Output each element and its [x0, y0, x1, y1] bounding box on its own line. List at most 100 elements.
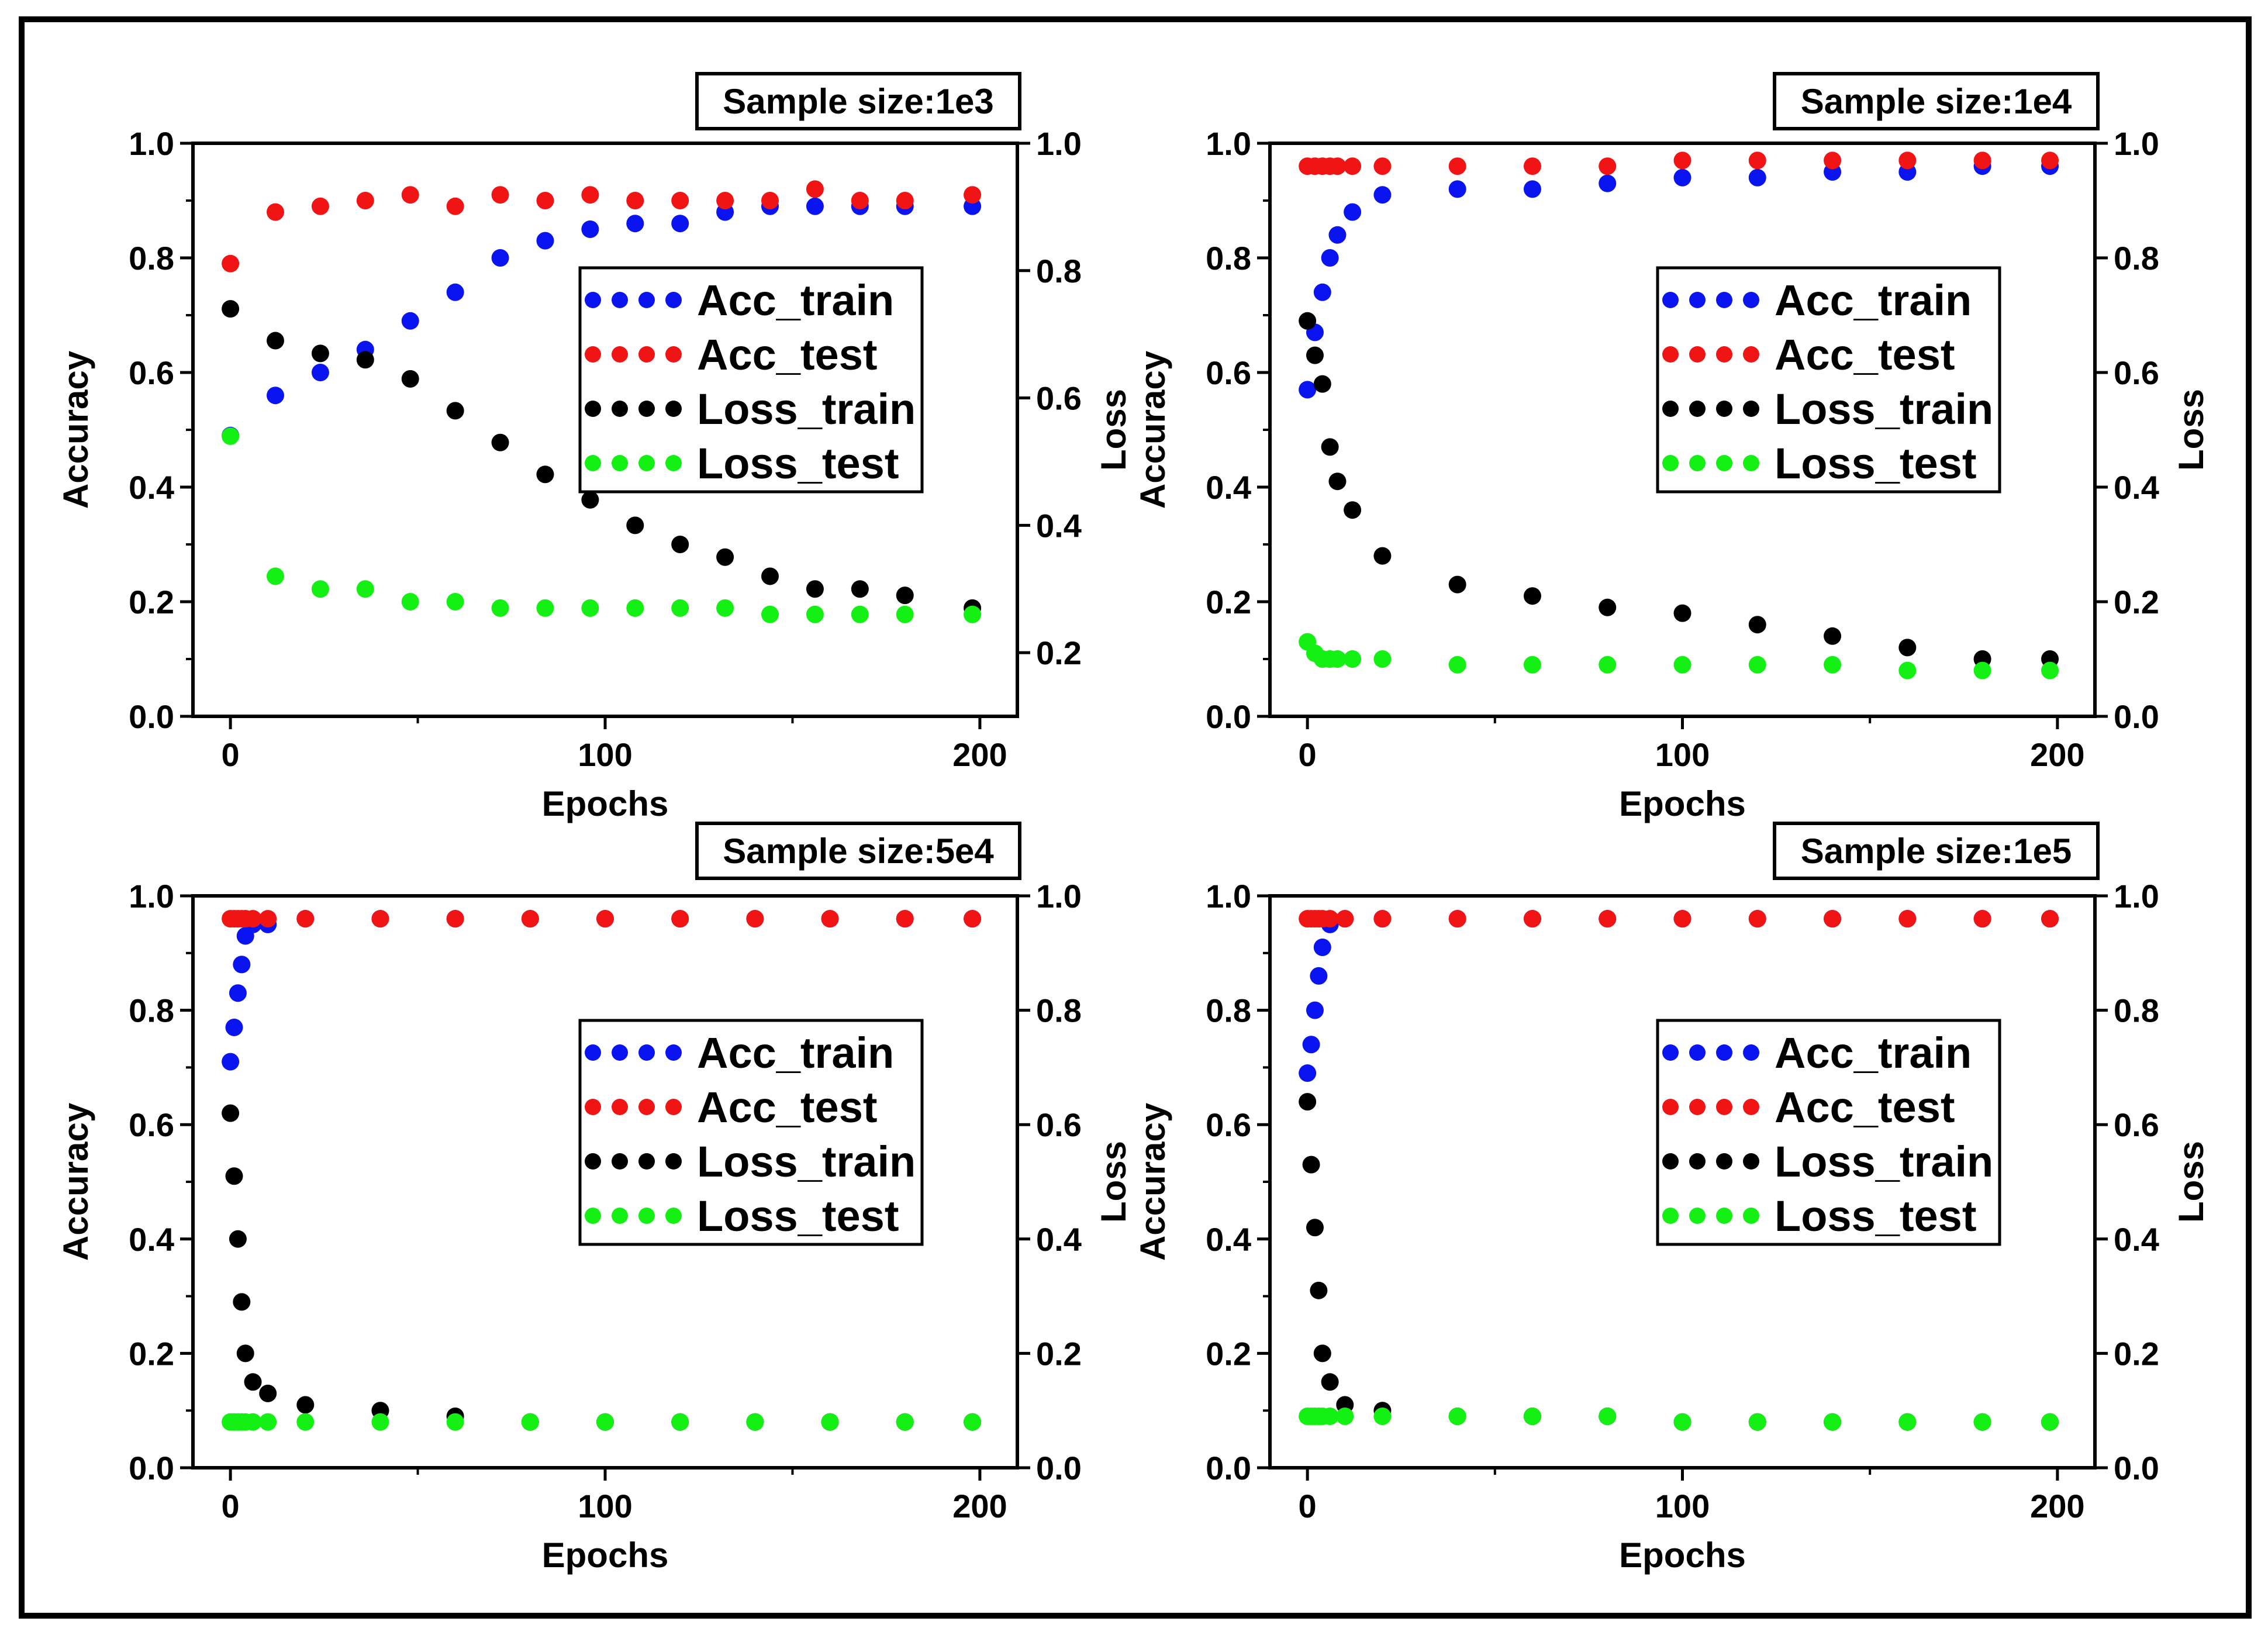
data-point-loss-test [581, 599, 599, 617]
data-point-acc-train [267, 387, 284, 405]
data-point-loss-test [671, 599, 689, 617]
data-point-acc-test [536, 192, 554, 209]
y-tick-label: 0.2 [1206, 584, 1251, 620]
y-tick-label: 0.0 [129, 1450, 174, 1486]
chart-panel-3: Sample size:5e4 0 100 200 0.0 0.2 0.4 0.6 0.8 1.0… [56, 822, 1133, 1575]
y2-tick-label: 0.6 [1036, 1106, 1082, 1143]
data-point-loss-train [225, 1167, 243, 1185]
data-point-acc-test [1336, 910, 1354, 928]
y2-tick-label: 0.2 [2114, 1335, 2159, 1372]
y-tick-label: 1.0 [129, 878, 174, 915]
legend-marker [1689, 346, 1706, 363]
data-point-acc-test [1523, 157, 1541, 175]
legend-item-loss-train: Loss_train [585, 1137, 916, 1186]
data-point-acc-test [1328, 157, 1347, 175]
legend-item-acc-test: Acc_test [1662, 330, 1955, 379]
legend-item-loss-test: Loss_test [1662, 439, 1976, 488]
data-point-loss-train [1299, 1093, 1317, 1111]
legend-marker [1662, 292, 1679, 308]
legend-marker [1743, 1153, 1759, 1170]
data-point-loss-train [1306, 1219, 1324, 1237]
legend-marker [1743, 292, 1759, 308]
legend-marker [665, 401, 682, 417]
data-point-acc-test [1599, 910, 1617, 928]
data-point-acc-train [1344, 203, 1362, 221]
legend-label: Acc_test [697, 330, 878, 379]
y2-tick-label: 1.0 [1036, 878, 1082, 915]
data-point-loss-train [761, 567, 779, 585]
data-point-loss-test [1898, 661, 1917, 679]
data-point-acc-train [1328, 226, 1347, 244]
data-point-acc-test [296, 910, 315, 928]
y-tick-label: 1.0 [1206, 878, 1251, 915]
y2-tick-label: 0.2 [2114, 584, 2159, 620]
data-point-loss-train [896, 587, 914, 605]
data-point-loss-train [311, 344, 329, 363]
data-point-acc-test [2041, 910, 2059, 928]
legend-item-loss-train: Loss_train [585, 385, 916, 433]
data-point-loss-test [761, 605, 779, 623]
data-point-loss-train [259, 1384, 277, 1402]
y2-tick-label: 0.2 [1036, 634, 1082, 671]
data-point-acc-train [1748, 168, 1766, 187]
legend: Acc_train Acc_test Loss_train Loss_test [1656, 266, 2001, 494]
legend-label: Loss_test [697, 1192, 899, 1240]
x-axis-title: Epochs [542, 784, 669, 823]
legend-item-loss-train: Loss_train [1662, 1137, 1993, 1186]
legend-marker [665, 1153, 682, 1170]
legend-marker [1716, 292, 1732, 308]
data-point-acc-test [1523, 910, 1541, 928]
legend-marker [1716, 1208, 1732, 1224]
data-point-loss-train [1328, 472, 1347, 491]
data-point-acc-test [1673, 151, 1691, 170]
data-point-loss-test [1673, 1413, 1691, 1431]
data-point-acc-test [267, 203, 284, 221]
data-point-loss-test [1673, 656, 1691, 674]
legend-marker [1662, 346, 1679, 363]
series-acc-test [1299, 151, 2059, 175]
y2-tick-label: 0.8 [1036, 992, 1082, 1029]
chart-panel-1: Sample size:1e3 0 100 200 0.0 0.2 0.4 0.6 0.8 1.0… [56, 72, 1133, 823]
data-point-acc-test [761, 192, 779, 209]
legend-marker [665, 292, 682, 308]
legend-item-acc-train: Acc_train [585, 1029, 894, 1077]
data-point-loss-test [896, 1413, 914, 1431]
data-point-loss-train [356, 351, 374, 369]
legend-marker [1743, 346, 1759, 363]
data-point-acc-test [1344, 157, 1362, 175]
data-point-acc-train [1673, 168, 1691, 187]
data-point-loss-test [1373, 650, 1392, 668]
data-point-loss-test [222, 427, 240, 445]
data-point-acc-test [896, 910, 914, 928]
data-point-acc-train [401, 312, 419, 330]
legend-label: Acc_test [1775, 1083, 1955, 1132]
legend-marker [665, 455, 682, 471]
legend-marker [665, 1099, 682, 1115]
y2-axis-title: Loss [1094, 389, 1133, 471]
series-loss-test [1299, 1407, 2059, 1431]
data-point-loss-train [296, 1396, 315, 1414]
y-tick-label: 0.4 [1206, 1221, 1251, 1258]
x-tick-label: 0 [1299, 1488, 1317, 1524]
legend-marker [665, 346, 682, 363]
data-point-acc-test [401, 186, 419, 204]
data-point-acc-train [311, 364, 329, 381]
data-point-acc-test [1448, 910, 1466, 928]
data-point-loss-test [1344, 650, 1362, 668]
legend-label: Loss_test [1775, 439, 1976, 488]
data-point-acc-train [1302, 1036, 1320, 1054]
data-point-loss-test [1599, 1407, 1617, 1425]
data-point-acc-train [1313, 939, 1331, 957]
x-axis-title: Epochs [542, 1536, 669, 1575]
data-point-acc-train [581, 220, 599, 238]
data-point-loss-test [626, 599, 644, 617]
legend-marker [585, 1099, 601, 1115]
data-point-loss-train [236, 1344, 254, 1362]
data-point-acc-test [1898, 910, 1917, 928]
data-point-acc-test [446, 910, 464, 928]
data-point-acc-train [671, 215, 689, 233]
data-point-loss-train [229, 1230, 247, 1248]
data-point-acc-train [225, 1018, 243, 1036]
y-tick-label: 0.4 [1206, 469, 1251, 506]
data-point-acc-test [851, 192, 869, 209]
